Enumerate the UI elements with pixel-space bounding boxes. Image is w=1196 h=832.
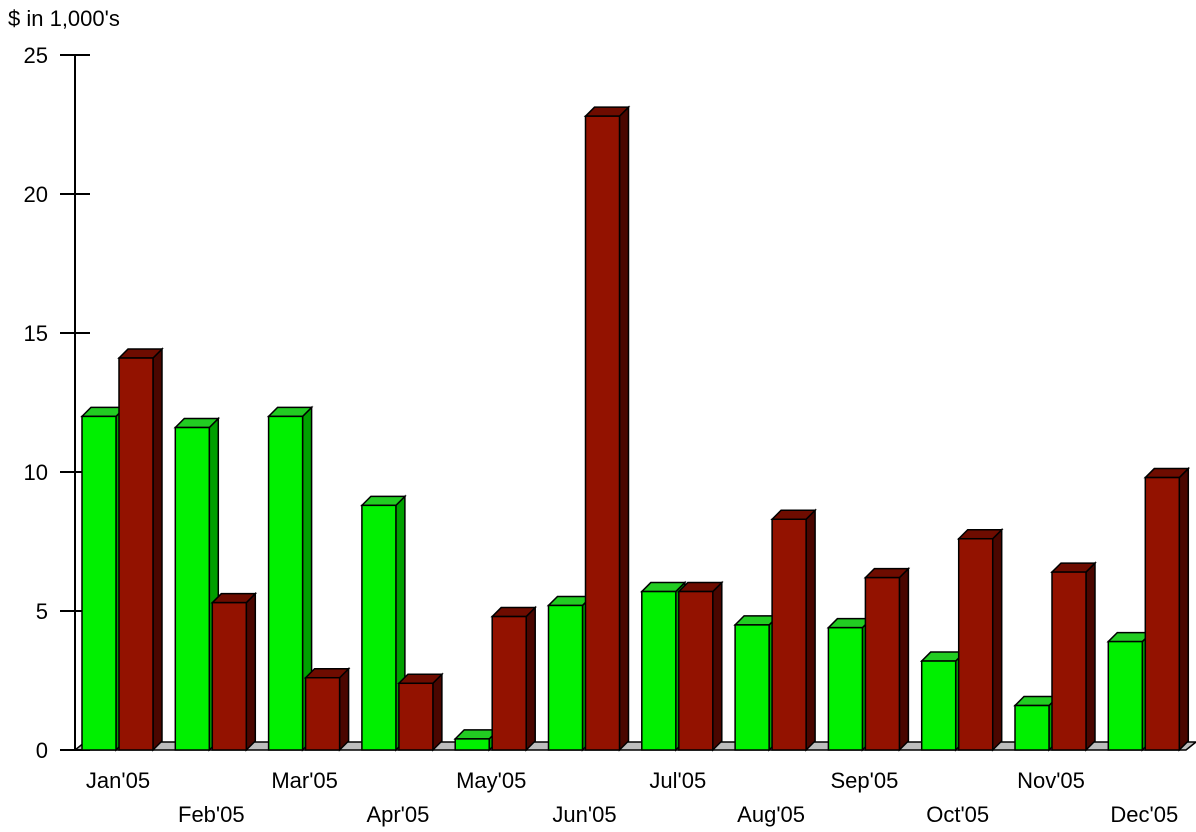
bar-front	[678, 590, 714, 751]
y-tick-label: 0	[36, 738, 48, 763]
x-tick-label: May'05	[456, 768, 526, 793]
bar-side	[898, 566, 910, 752]
bar-front	[1051, 571, 1087, 751]
y-tick-label: 10	[24, 460, 48, 485]
bar-front	[641, 590, 677, 751]
x-tick-label: Dec'05	[1110, 802, 1178, 827]
bar-front	[174, 426, 211, 751]
x-tick-label: Sep'05	[830, 768, 898, 793]
bar-side	[618, 105, 630, 752]
x-tick-label: Oct'05	[926, 802, 989, 827]
bar	[770, 508, 817, 752]
y-axis-title: $ in 1,000's	[8, 6, 120, 31]
bar-front	[771, 518, 807, 751]
bar-front	[1107, 640, 1144, 751]
x-tick-label: Mar'05	[271, 768, 338, 793]
bar-front	[81, 415, 117, 751]
bar-side	[432, 672, 443, 752]
bar-front	[827, 626, 864, 751]
bar-front	[920, 660, 957, 751]
y-tick-label: 5	[36, 599, 48, 624]
bar	[676, 580, 724, 752]
bar	[397, 672, 444, 752]
y-tick-label: 20	[24, 182, 48, 207]
bar-side	[152, 347, 163, 752]
bar-side	[805, 508, 816, 752]
bar	[863, 566, 911, 752]
bar	[956, 527, 1004, 752]
bar	[173, 416, 221, 752]
bar-front	[454, 738, 490, 751]
bar-side	[712, 580, 723, 752]
bar-front	[1014, 704, 1050, 751]
bar-side	[338, 666, 350, 752]
bar	[210, 591, 258, 752]
bar-front	[584, 115, 621, 751]
bar-side	[991, 527, 1003, 752]
bar-front	[398, 682, 434, 751]
bar-front	[491, 615, 527, 751]
bar-front	[957, 537, 994, 751]
x-tick-label: Jul'05	[649, 768, 706, 793]
bar	[1050, 561, 1097, 752]
bar-front	[211, 601, 248, 751]
bar	[266, 405, 314, 752]
x-tick-label: Nov'05	[1017, 768, 1085, 793]
bar-front	[304, 676, 341, 751]
bar	[117, 347, 164, 752]
bar	[303, 666, 351, 752]
bar-side	[1085, 561, 1096, 752]
x-tick-label: Jun'05	[552, 802, 616, 827]
bar-front	[864, 576, 901, 751]
category-labels: Jan'05 Feb'05 Mar'05 Apr'05 May'05 Jun'05 Jul'…	[86, 768, 1178, 827]
bar-side	[245, 591, 257, 752]
x-tick-label: Apr'05	[366, 802, 429, 827]
bar-front	[1144, 476, 1181, 751]
bar-front	[267, 415, 304, 751]
bar-front	[118, 357, 154, 751]
bar-front	[361, 504, 397, 751]
bar-front	[734, 624, 770, 751]
bars	[80, 105, 1191, 752]
x-tick-label: Feb'05	[178, 802, 245, 827]
bar-side	[1178, 466, 1190, 752]
x-tick-label: Aug'05	[737, 802, 805, 827]
y-tick-label: 15	[24, 321, 48, 346]
bar	[490, 605, 538, 752]
bar	[583, 105, 631, 752]
bar-side	[525, 605, 536, 752]
x-tick-label: Jan'05	[86, 768, 150, 793]
y-tick-label: 25	[24, 43, 48, 68]
bar	[1143, 466, 1191, 752]
bar-front	[547, 604, 584, 751]
